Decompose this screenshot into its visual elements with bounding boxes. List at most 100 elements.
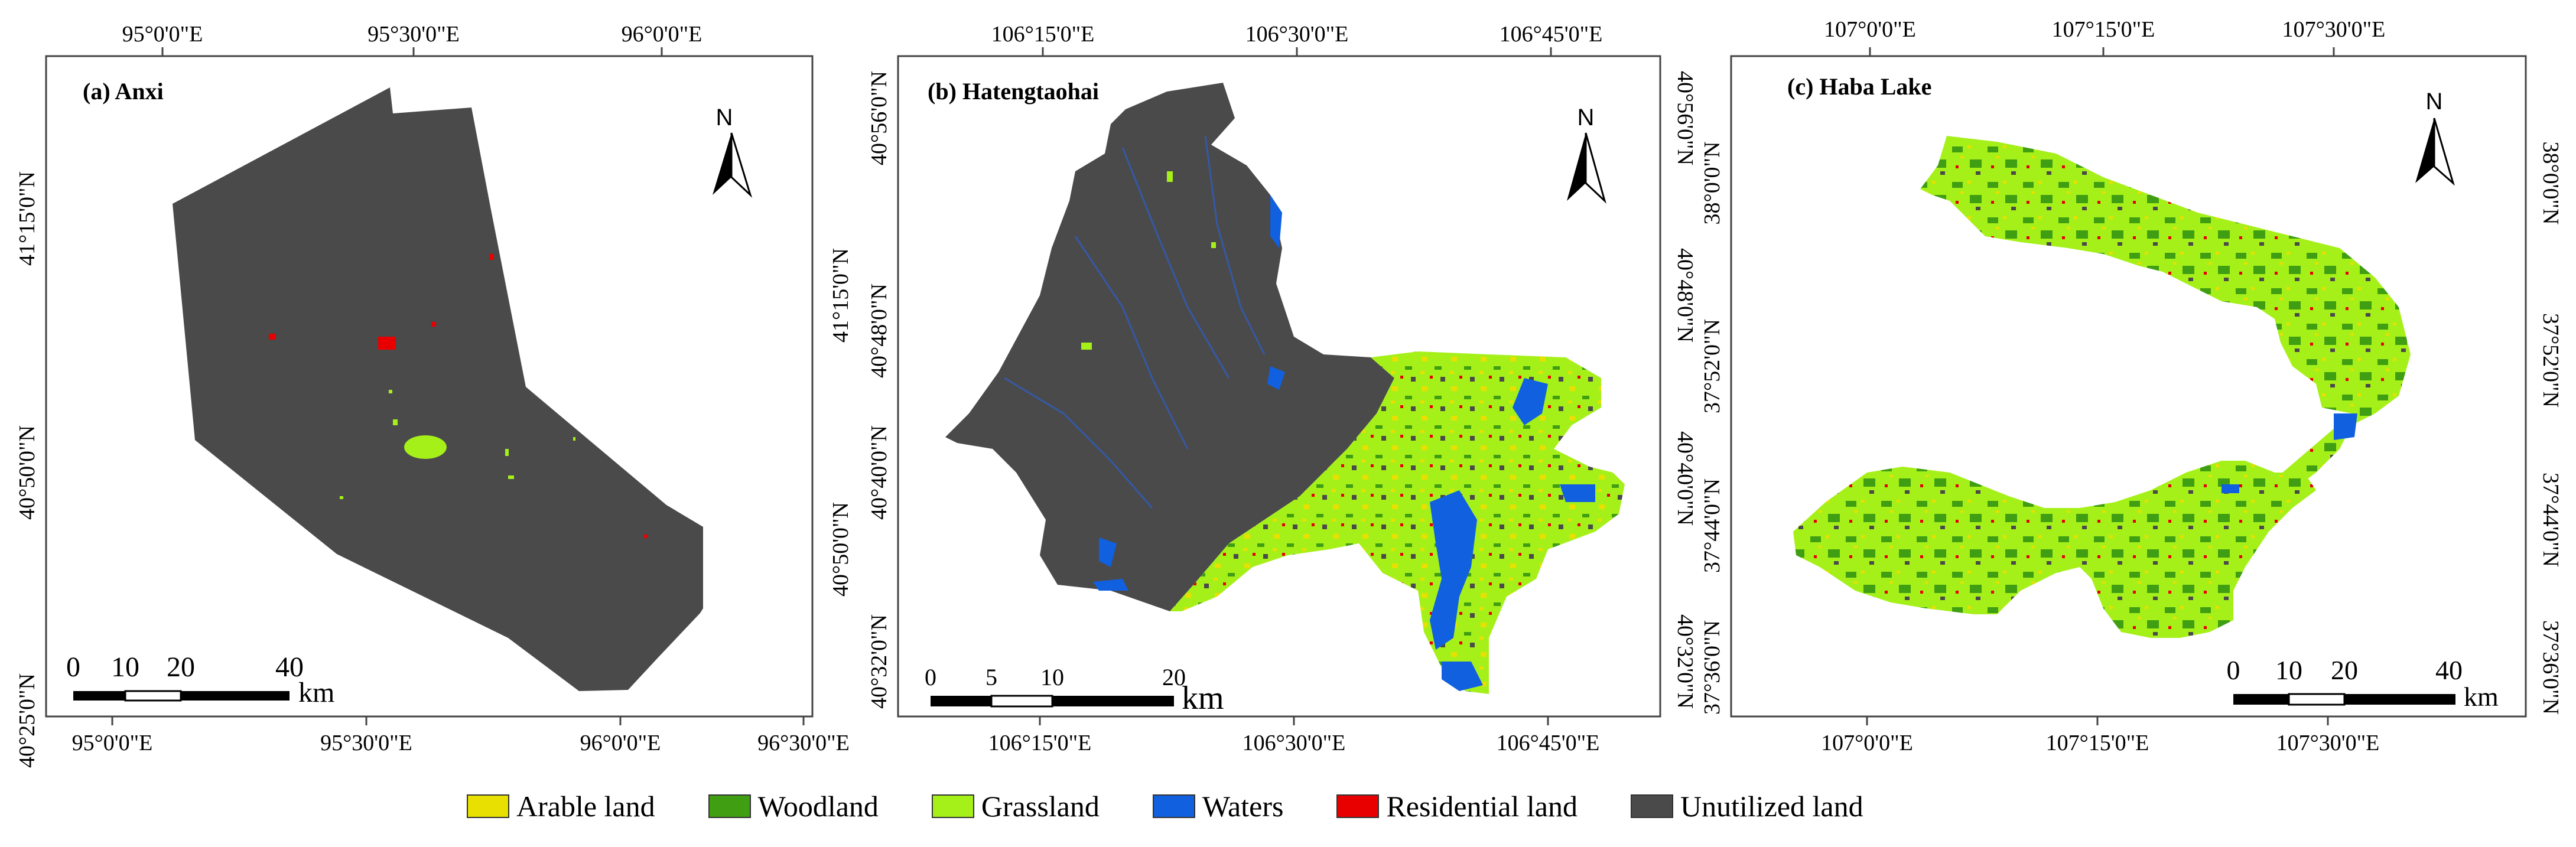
waters-channels	[1004, 135, 1266, 509]
svg-text:0: 0	[2227, 655, 2240, 685]
svg-text:10: 10	[111, 651, 139, 683]
svg-text:107°15'0"E: 107°15'0"E	[2046, 731, 2149, 755]
residential-patch	[644, 535, 648, 538]
scale-bar: 0 5 10 20 km	[925, 664, 1224, 716]
panel-title: (a) Anxi	[83, 78, 164, 105]
svg-text:km: km	[2464, 682, 2499, 712]
svg-text:40°48'0"N: 40°48'0"N	[1673, 248, 1697, 343]
svg-text:106°15'0"E: 106°15'0"E	[988, 731, 1092, 755]
svg-text:107°0'0"E: 107°0'0"E	[1824, 17, 1916, 42]
svg-text:96°0'0"E: 96°0'0"E	[580, 731, 661, 755]
svg-text:107°15'0"E: 107°15'0"E	[2052, 17, 2155, 42]
legend-label: Residential land	[1386, 790, 1578, 823]
legend-item-waters: Waters	[1152, 789, 1284, 823]
svg-text:20: 20	[2331, 655, 2358, 685]
legend-label: Waters	[1202, 790, 1284, 823]
scale-bar: 0 10 20 40 km	[2227, 655, 2499, 712]
svg-text:95°30'0"E: 95°30'0"E	[320, 731, 412, 755]
svg-text:5: 5	[985, 664, 997, 690]
svg-text:N: N	[2426, 89, 2443, 115]
svg-text:95°30'0"E: 95°30'0"E	[367, 22, 460, 47]
legend-swatch	[931, 794, 974, 818]
north-arrow: N	[713, 105, 753, 198]
legend-item-residential-land: Residential land	[1336, 789, 1578, 823]
svg-text:41°15'0"N: 41°15'0"N	[15, 171, 40, 266]
north-arrow: N	[1567, 105, 1606, 204]
legend-label: Woodland	[757, 790, 879, 823]
grassland-patches	[340, 390, 575, 499]
legend-label: Arable land	[516, 790, 655, 823]
svg-text:40°40'0"N: 40°40'0"N	[1673, 431, 1697, 526]
svg-text:37°36'0"N: 37°36'0"N	[1700, 620, 1725, 715]
svg-text:N: N	[1578, 105, 1595, 131]
region-grassland-north	[1920, 136, 2411, 490]
svg-text:37°52'0"N: 37°52'0"N	[2538, 313, 2563, 408]
svg-text:km: km	[1182, 680, 1224, 716]
svg-text:38°0'0"N: 38°0'0"N	[2538, 142, 2563, 225]
svg-text:37°44'0"N: 37°44'0"N	[2538, 473, 2563, 567]
svg-text:40°25'0"N: 40°25'0"N	[15, 673, 40, 768]
svg-text:106°45'0"E: 106°45'0"E	[1497, 731, 1600, 755]
svg-text:37°44'0"N: 37°44'0"N	[1700, 478, 1725, 573]
region-grassland-south	[1793, 461, 2316, 638]
svg-text:20: 20	[1162, 664, 1186, 690]
axis-ticks	[1039, 47, 1552, 725]
panel-anxi: (a) Anxi N 0 10 20	[15, 22, 850, 768]
svg-text:40: 40	[2435, 655, 2463, 685]
svg-text:40°48'0"N: 40°48'0"N	[867, 284, 892, 378]
legend-item-unutilized-land: Unutilized land	[1630, 789, 1863, 823]
north-arrow: N	[2415, 89, 2455, 186]
svg-text:40°32'0"N: 40°32'0"N	[867, 614, 892, 709]
legend: Arable land Woodland Grassland Waters Re…	[467, 789, 1917, 824]
residential-patch	[378, 337, 396, 350]
axis-tick-labels: 107°0'0"E 107°15'0"E 107°30'0"E 107°0'0"…	[1700, 17, 2563, 755]
panel-title: (b) Hatengtaohai	[928, 78, 1099, 105]
svg-text:10: 10	[2275, 655, 2302, 685]
residential-patch	[269, 334, 276, 340]
legend-swatch	[708, 794, 751, 818]
svg-text:106°30'0"E: 106°30'0"E	[1245, 22, 1349, 47]
svg-text:37°36'0"N: 37°36'0"N	[2538, 620, 2563, 715]
svg-text:106°45'0"E: 106°45'0"E	[1500, 22, 1603, 47]
region-unutilized-land	[173, 87, 703, 691]
svg-text:0: 0	[66, 651, 80, 683]
residential-patch	[431, 322, 436, 327]
legend-label: Unutilized land	[1680, 790, 1863, 823]
panel-title: (c) Haba Lake	[1787, 73, 1931, 100]
svg-text:96°30'0"E: 96°30'0"E	[757, 731, 850, 755]
legend-swatch	[1152, 794, 1195, 818]
svg-text:38°0'0"N: 38°0'0"N	[1700, 142, 1725, 225]
legend-swatch	[1630, 794, 1673, 818]
svg-text:40°56'0"N: 40°56'0"N	[1673, 71, 1697, 165]
svg-text:40: 40	[275, 651, 304, 683]
svg-text:0: 0	[925, 664, 936, 690]
svg-text:95°0'0"E: 95°0'0"E	[122, 22, 203, 47]
svg-text:106°15'0"E: 106°15'0"E	[991, 22, 1095, 47]
region-unutilized-land	[945, 83, 1394, 611]
svg-text:95°0'0"E: 95°0'0"E	[72, 731, 153, 755]
svg-text:10: 10	[1040, 664, 1064, 690]
svg-text:40°50'0"N: 40°50'0"N	[828, 502, 853, 597]
panel-hatengtaohai: (b) Hatengtaohai N	[828, 22, 1697, 755]
svg-text:40°40'0"N: 40°40'0"N	[867, 425, 892, 520]
svg-text:107°0'0"E: 107°0'0"E	[1821, 731, 1913, 755]
svg-text:106°30'0"E: 106°30'0"E	[1243, 731, 1346, 755]
svg-text:40°32'0"N: 40°32'0"N	[1673, 614, 1697, 709]
legend-item-arable-land: Arable land	[467, 789, 655, 823]
svg-text:km: km	[298, 677, 334, 708]
svg-text:40°56'0"N: 40°56'0"N	[867, 71, 892, 165]
svg-text:41°15'0"N: 41°15'0"N	[828, 248, 853, 343]
legend-item-grassland: Grassland	[931, 789, 1100, 823]
region-grassland	[1170, 351, 1625, 694]
waters-patch	[2334, 413, 2357, 440]
axis-ticks	[111, 47, 805, 725]
svg-text:107°30'0"E: 107°30'0"E	[2276, 731, 2380, 755]
svg-text:107°30'0"E: 107°30'0"E	[2282, 17, 2386, 42]
waters-patches	[1093, 195, 1595, 691]
legend-label: Grassland	[981, 790, 1100, 823]
svg-text:40°50'0"N: 40°50'0"N	[15, 425, 40, 520]
axis-ticks	[1866, 47, 2335, 725]
svg-text:N: N	[716, 105, 733, 131]
axis-tick-labels: 95°0'0"E 95°30'0"E 96°0'0"E 95°0'0"E 95°…	[15, 22, 850, 768]
